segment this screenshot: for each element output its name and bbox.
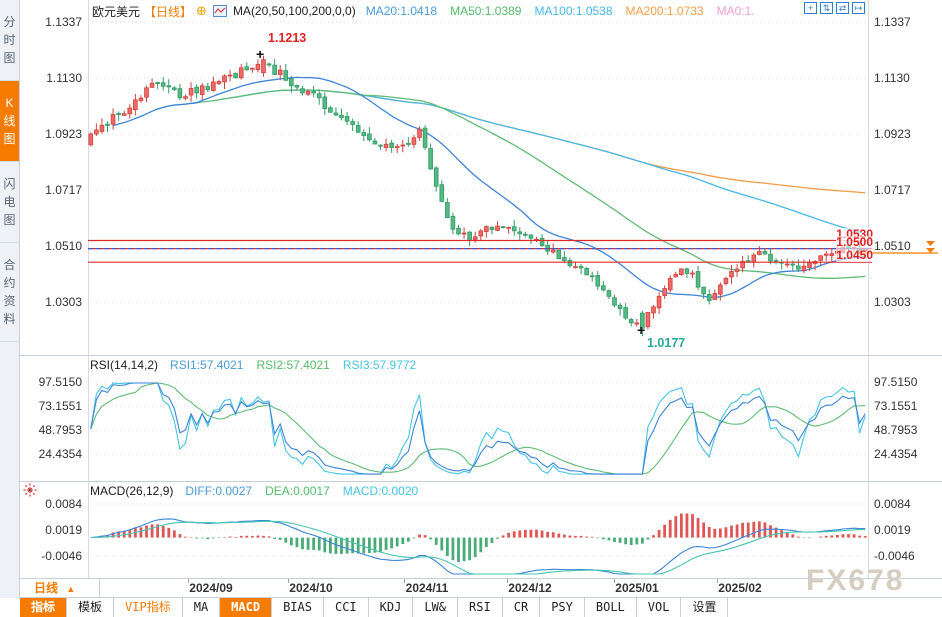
ma-value: MA20:1.0418 bbox=[365, 4, 438, 18]
rsi-value: RSI2:57.4021 bbox=[256, 357, 330, 372]
period-up-triangle-icon: ▲ bbox=[66, 584, 76, 594]
macd-value: DIFF:0.0027 bbox=[185, 483, 253, 498]
month-tick bbox=[614, 579, 615, 583]
left-tab-rail: 分时图 K线图 闪电图 合约资料 bbox=[0, 0, 20, 598]
month-label: 2025/01 bbox=[615, 581, 659, 595]
toolbar-tab-ma[interactable]: MA bbox=[183, 598, 221, 617]
toolbar-tab-cr[interactable]: CR bbox=[503, 598, 541, 617]
price-marker-arrow-icon bbox=[926, 241, 935, 253]
chart-area: 欧元美元 【日线】 ⊕ MA(20,50,100,200,0,0) MA20:1… bbox=[20, 0, 942, 617]
toolbar-tab-lw[interactable]: LW& bbox=[413, 598, 459, 617]
toolbar-tab-bias[interactable]: BIAS bbox=[272, 598, 324, 617]
alert-sun-icon[interactable] bbox=[23, 483, 37, 497]
rsi-values: RSI1:57.4021 RSI2:57.4021 RSI3:57.9772 bbox=[170, 358, 429, 372]
macd-settings-label[interactable]: MACD(26,12,9) bbox=[90, 483, 174, 498]
toolbar-tab-[interactable]: 指标 bbox=[20, 598, 68, 617]
rsi-header: RSI(14,14,2) RSI1:57.4021 RSI2:57.4021 RSI… bbox=[90, 357, 429, 372]
mini-chart-icon[interactable] bbox=[212, 5, 227, 17]
add-overlay-icon[interactable]: ⊕ bbox=[196, 3, 207, 18]
toolbar-tab-kdj[interactable]: KDJ bbox=[369, 598, 414, 617]
month-tick bbox=[507, 579, 508, 583]
time-axis: 日线 ▲ 2024/09 2024/10 2024/11 2024/12 2025/01… bbox=[20, 578, 942, 598]
ma-value: MA200:1.0733 bbox=[625, 4, 704, 18]
month-label: 2024/09 bbox=[189, 581, 233, 595]
period-badge[interactable]: 【日线】 bbox=[144, 4, 193, 19]
ma-value: MA50:1.0389 bbox=[450, 4, 522, 18]
macd-value: MACD:0.0020 bbox=[342, 483, 419, 498]
month-tick bbox=[404, 579, 405, 583]
period-label: 日线 bbox=[34, 581, 59, 595]
sidebar-tab-item[interactable]: 闪电图 bbox=[0, 162, 19, 243]
macd-values: DIFF:0.0027 DEA:0.0017 MACD:0.0020 bbox=[185, 484, 431, 498]
crosshair-icon[interactable]: + bbox=[804, 2, 817, 14]
toolbar-tab-psy[interactable]: PSY bbox=[540, 598, 585, 617]
month-label: 2024/10 bbox=[289, 581, 333, 595]
toolbar-tab-vol[interactable]: VOL bbox=[637, 598, 682, 617]
toolbar-tab-boll[interactable]: BOLL bbox=[585, 598, 637, 617]
sidebar-tab-active[interactable]: K线图 bbox=[0, 81, 19, 162]
rsi-value: RSI1:57.4021 bbox=[170, 357, 244, 372]
macd-header: MACD(26,12,9) DIFF:0.0027 DEA:0.0017 MACD:… bbox=[90, 483, 431, 498]
toolbar-tab-[interactable]: 设置 bbox=[681, 598, 729, 617]
month-label: 2024/11 bbox=[405, 581, 449, 595]
indicator-toolbar: 指标 模板 VIP指标 MA MACD BIAS CCI KDJ LW& RSI CR PSY BOLL… bbox=[20, 598, 942, 617]
pan-right-icon[interactable]: ↦ bbox=[852, 2, 865, 14]
ma-values: MA20:1.0418 MA50:1.0389 MA100:1.0538 MA200:… bbox=[366, 4, 768, 18]
rsi-value: RSI3:57.9772 bbox=[342, 357, 417, 372]
month-tick bbox=[188, 579, 189, 583]
sidebar-tab-item[interactable]: 合约资料 bbox=[0, 243, 19, 342]
toolbar-tab-rsi[interactable]: RSI bbox=[458, 598, 503, 617]
toolbar-tab-vip[interactable]: VIP指标 bbox=[114, 598, 183, 617]
symbol-name: 欧元美元 bbox=[92, 4, 141, 19]
toolbar-tab-[interactable]: 模板 bbox=[67, 598, 115, 617]
ma-value: MA0:1. bbox=[716, 4, 755, 18]
watermark: FX678 bbox=[806, 564, 905, 597]
macd-value: DEA:0.0017 bbox=[265, 483, 330, 498]
ma-settings-label[interactable]: MA(20,50,100,200,0,0) bbox=[232, 4, 356, 18]
period-selector[interactable]: 日线 ▲ bbox=[20, 579, 100, 598]
main-chart-header: 欧元美元 【日线】 ⊕ MA(20,50,100,200,0,0) MA20:1… bbox=[92, 3, 768, 19]
rsi-settings-label[interactable]: RSI(14,14,2) bbox=[90, 357, 159, 372]
y-axis-scale-icon[interactable]: ⇅ bbox=[820, 2, 833, 14]
month-label: 2024/12 bbox=[508, 581, 552, 595]
month-tick bbox=[717, 579, 718, 583]
chart-tool-icons: + ⇅ ⇄ ↦ bbox=[804, 2, 865, 14]
month-label: 2025/02 bbox=[718, 581, 762, 595]
sidebar-tab-item[interactable]: 分时图 bbox=[0, 0, 19, 81]
x-axis-scale-icon[interactable]: ⇄ bbox=[836, 2, 849, 14]
toolbar-spacer bbox=[728, 598, 942, 617]
toolbar-tab-macd[interactable]: MACD bbox=[220, 598, 273, 617]
ma-value: MA100:1.0538 bbox=[534, 4, 613, 18]
chart-canvas[interactable] bbox=[20, 0, 942, 578]
month-tick bbox=[288, 579, 289, 583]
toolbar-tab-cci[interactable]: CCI bbox=[324, 598, 369, 617]
